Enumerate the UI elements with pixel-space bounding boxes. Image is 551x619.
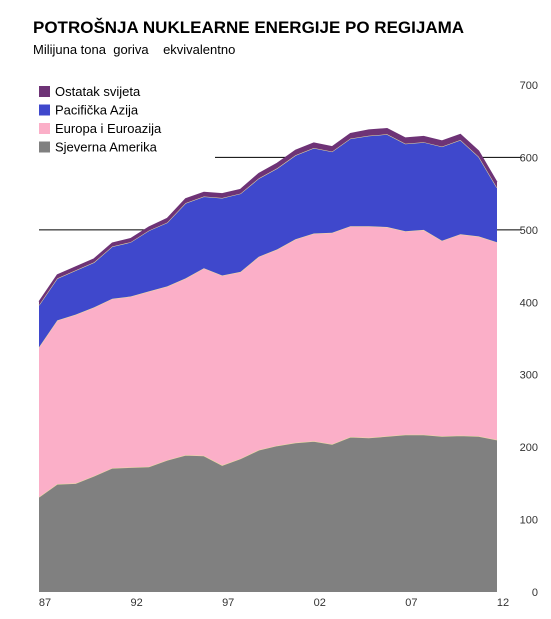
x-tick-label: 92: [130, 597, 142, 609]
legend-swatch: [39, 86, 50, 97]
area-sjeverna-amerika: [39, 434, 497, 592]
chart-subtitle: Milijuna tona goriva ekvivalentno: [33, 42, 236, 57]
legend-label: Sjeverna Amerika: [55, 140, 158, 155]
legend: Ostatak svijeta Pacifička Azija Europa i E…: [39, 84, 162, 155]
legend-swatch: [39, 123, 50, 134]
area-edge-3: [38, 127, 498, 302]
legend-swatch: [39, 104, 50, 116]
x-tick-label: 07: [405, 597, 417, 609]
y-tick-label: 0: [532, 587, 538, 599]
legend-swatch: [39, 141, 50, 153]
legend-label: Ostatak svijeta: [55, 84, 141, 99]
legend-label: Europa i Euroazija: [55, 121, 162, 136]
x-tick-label: 87: [39, 597, 51, 609]
legend-label: Pacifička Azija: [55, 103, 139, 118]
y-tick-label: 600: [520, 152, 538, 164]
chart-title: POTROŠNJA NUKLEARNE ENERGIJE PO REGIJAMA: [33, 18, 465, 37]
x-tick-label: 12: [497, 597, 509, 609]
y-tick-label: 500: [520, 225, 538, 237]
y-axis-ticks: 0 100 200 300 400 500 600 700: [520, 80, 538, 599]
x-axis-ticks: 87 92 97 02 07 12: [39, 597, 509, 609]
y-tick-label: 400: [520, 297, 538, 309]
area-pacifi-ka-azija: [39, 134, 497, 348]
y-tick-label: 300: [520, 370, 538, 382]
y-tick-label: 700: [520, 80, 538, 92]
x-tick-label: 02: [314, 597, 326, 609]
y-tick-label: 200: [520, 442, 538, 454]
x-tick-label: 97: [222, 597, 234, 609]
area-europa-i-euroazija: [39, 226, 497, 498]
y-tick-label: 100: [520, 515, 538, 527]
series-areas: [38, 127, 498, 592]
